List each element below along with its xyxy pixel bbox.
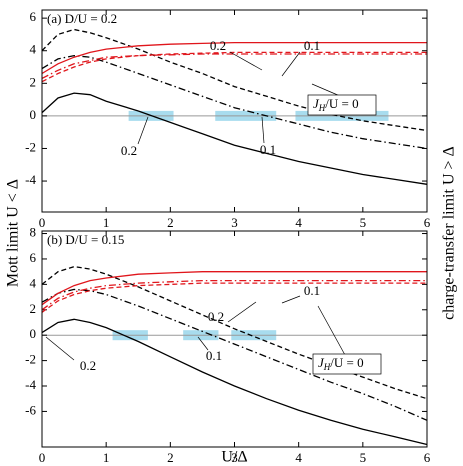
x-tick-label: 4 <box>295 215 302 230</box>
annotation: 0.1 <box>304 38 320 53</box>
y-tick-label: 6 <box>30 9 37 24</box>
series-line <box>41 318 428 446</box>
y-tick-label: 0 <box>30 326 37 341</box>
series-line <box>41 54 428 150</box>
x-tick-label: 0 <box>39 450 46 465</box>
x-tick-label: 4 <box>295 450 302 465</box>
series-line <box>41 279 427 311</box>
series-line <box>41 282 427 313</box>
x-tick-label: 0 <box>39 215 46 230</box>
series-line <box>41 265 428 400</box>
annotation-box <box>312 353 382 375</box>
series-line <box>41 51 427 83</box>
y-tick-label: 8 <box>30 225 37 240</box>
y2-axis-label: charge-transfer limit U > Δ <box>441 146 458 320</box>
annotation-box <box>307 94 377 116</box>
panel-title: (b) D/U = 0.15 <box>47 232 124 247</box>
y-tick-label: -4 <box>25 172 36 187</box>
y-tick-label: -6 <box>25 402 36 417</box>
annotation-leader <box>227 301 257 323</box>
x-tick-label: 2 <box>167 215 174 230</box>
annotation-part: /U = 0 <box>325 96 358 111</box>
panel-title: (a) D/U = 0.2 <box>47 11 117 26</box>
annotation: 0.1 <box>260 142 276 157</box>
y-tick-label: -2 <box>25 139 36 154</box>
y-axis-label: Mott limit U < Δ <box>5 179 22 287</box>
annotation-leader <box>317 305 346 356</box>
annotation: 0.2 <box>210 38 226 53</box>
x-tick-label: 3 <box>231 215 238 230</box>
x-tick-label: 1 <box>103 450 110 465</box>
annotation: JH/U = 0 <box>313 96 359 113</box>
plot-frame <box>41 9 428 213</box>
y-tick-label: 2 <box>30 301 37 316</box>
x-tick-label: 3 <box>231 450 238 465</box>
x-axis-label: U/Δ <box>221 449 247 466</box>
y-tick-label: -2 <box>25 352 36 367</box>
x-tick-label: 5 <box>360 450 367 465</box>
annotation-leader <box>229 51 263 71</box>
annotation: 0.2 <box>208 309 224 324</box>
x-tick-label: 6 <box>424 215 431 230</box>
y-tick-label: -4 <box>25 377 36 392</box>
series-line <box>41 53 427 79</box>
y-tick-label: 6 <box>30 250 37 265</box>
annotation: 0.1 <box>304 283 320 298</box>
y-tick-label: 2 <box>30 74 37 89</box>
annotation-part: /U = 0 <box>330 355 363 370</box>
x-tick-label: 1 <box>103 215 110 230</box>
series-line <box>41 41 427 75</box>
series-line <box>41 28 428 132</box>
annotation-leader <box>45 336 75 361</box>
series-line <box>41 288 428 421</box>
x-tick-label: 2 <box>167 450 174 465</box>
series-line <box>41 92 428 185</box>
annotation-part: H <box>323 362 331 372</box>
series-line <box>41 271 427 306</box>
annotation-leader <box>261 116 265 144</box>
annotation-leader <box>197 336 209 351</box>
annotation-leader <box>281 51 301 77</box>
annotation-part: J <box>318 355 325 370</box>
y-tick-label: 4 <box>30 42 37 57</box>
y-tick-label: 4 <box>30 275 37 290</box>
annotation-leader <box>281 295 301 304</box>
x-tick-label: 5 <box>360 215 367 230</box>
annotation-leader <box>137 116 149 145</box>
annotation: 0.1 <box>206 348 222 363</box>
annotation: JH/U = 0 <box>318 355 364 372</box>
annotation-part: J <box>313 96 320 111</box>
x-tick-label: 6 <box>424 450 431 465</box>
plot-frame <box>41 230 428 448</box>
annotation-part: H <box>318 103 326 113</box>
annotation: 0.2 <box>80 358 96 373</box>
y-tick-label: 0 <box>30 107 37 122</box>
annotation-leader <box>311 83 341 97</box>
annotation: 0.2 <box>121 143 137 158</box>
